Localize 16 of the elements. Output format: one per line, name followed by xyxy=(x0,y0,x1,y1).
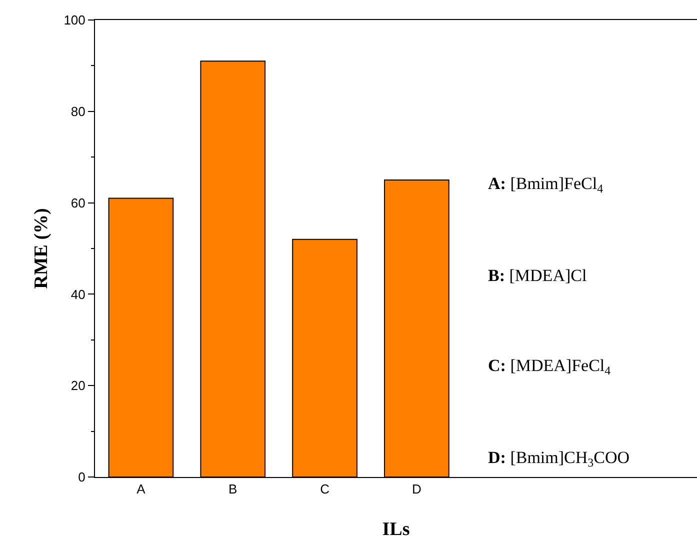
x-tick-label: A xyxy=(136,482,146,497)
x-axis-title: ILs xyxy=(382,519,410,540)
text: D: [Bmim]CH$_{3}$COO xyxy=(488,448,630,470)
x-tick-label: B xyxy=(228,482,238,497)
text: A: [Bmim]FeCl$_{4}$ xyxy=(488,174,604,196)
y-tick-label: 40 xyxy=(70,286,86,302)
y-tick-label: 0 xyxy=(78,470,86,485)
x-tick-label: D xyxy=(412,482,422,497)
y-tick-label: 80 xyxy=(70,104,86,119)
y-tick-label: 20 xyxy=(70,378,86,394)
text: B: [MDEA]Cl xyxy=(488,266,587,285)
y-axis-title: RME (%) xyxy=(31,208,52,289)
text: C: [MDEA]FeCl$_{4}$ xyxy=(488,356,611,378)
y-tick-label: 60 xyxy=(70,195,86,210)
x-tick-label: C xyxy=(320,482,330,497)
y-tick-label: 100 xyxy=(64,12,86,28)
